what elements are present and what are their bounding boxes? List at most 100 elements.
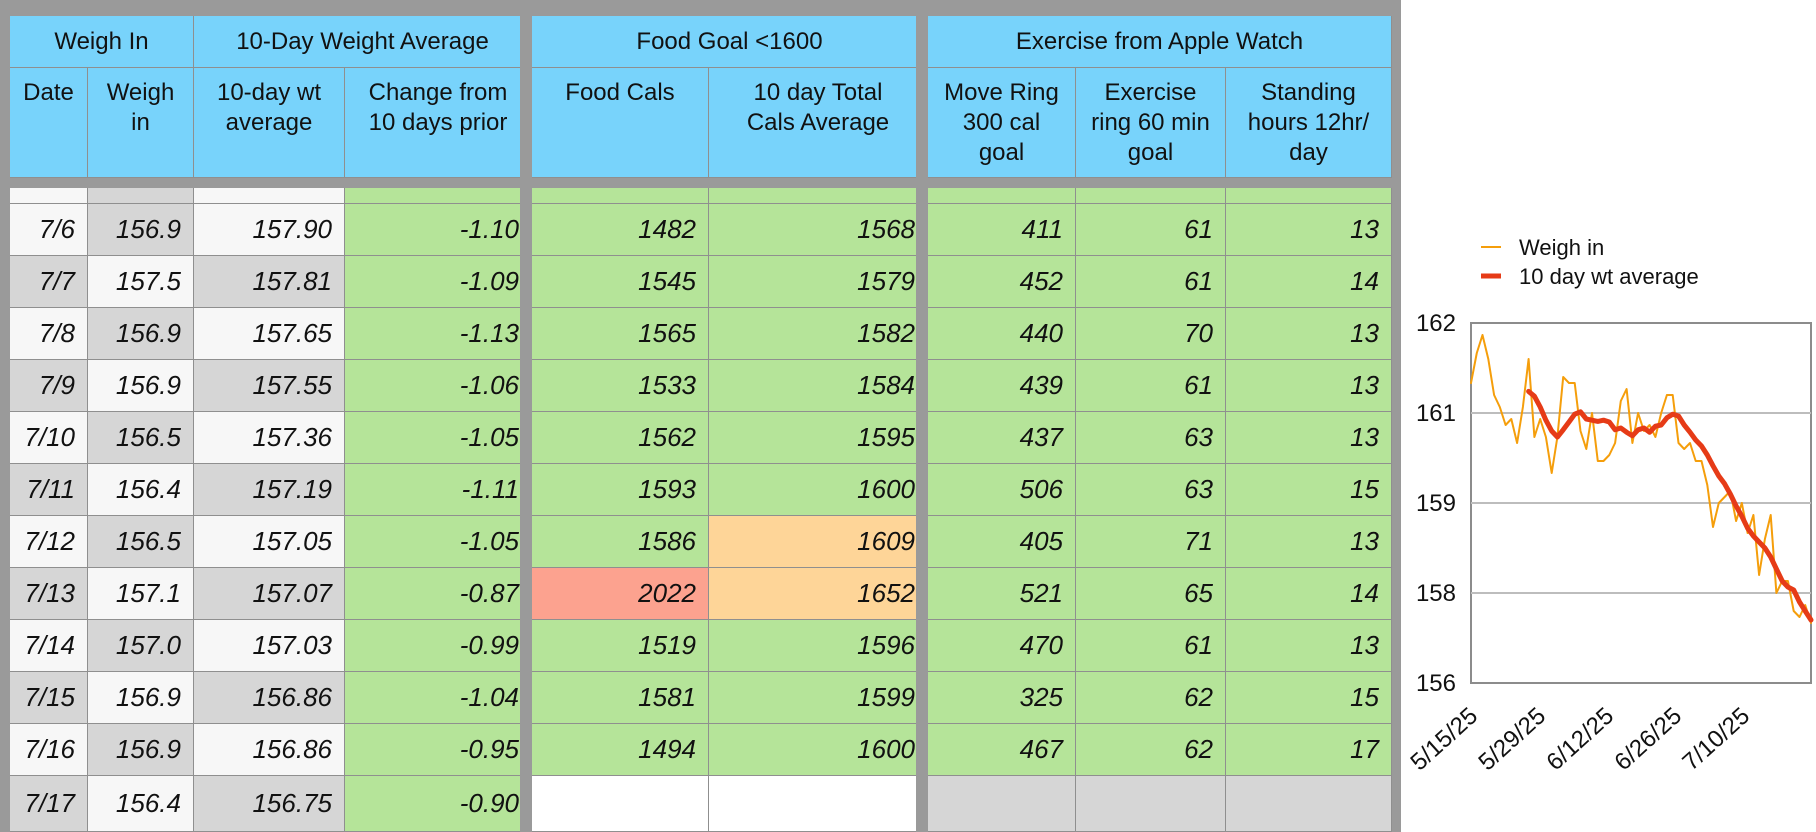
table-cell-weigh-in: 156.4 [88, 776, 194, 832]
table-cell-food-cals-average [709, 776, 928, 832]
column-header-text: Exercise ring 60 min goal [1091, 78, 1210, 168]
table-cell-date: 7/15 [10, 672, 88, 724]
table-cell-food-cals: 1494 [532, 724, 709, 776]
table-cell-exercise-ring: 63 [1076, 464, 1226, 516]
table-cell-exercise-ring: 71 [1076, 516, 1226, 568]
table-cell-date: 7/8 [10, 308, 88, 360]
table-cell-wt-average: 156.75 [194, 776, 345, 832]
column-header-line: 10-day wt [216, 79, 322, 106]
column-header-line: Weigh [106, 79, 175, 106]
legend-label: Weigh in [1519, 235, 1604, 260]
table-cell-food-cals: 1586 [532, 516, 709, 568]
legend-label: 10 day wt average [1519, 264, 1699, 289]
table-cell-date: 7/9 [10, 360, 88, 412]
table-cell-wt-average: 157.55 [194, 360, 345, 412]
table-cell-weigh-in: 156.9 [88, 724, 194, 776]
column-header-exercise-ring: Exercise ring 60 min goal [1076, 68, 1226, 178]
table-cell-exercise-ring: 61 [1076, 620, 1226, 672]
series-line-weigh-in [1470, 334, 1812, 624]
table-cell-date: 7/6 [10, 204, 88, 256]
table-cell-weigh-in: 157.0 [88, 620, 194, 672]
column-header-food-cals: Food Cals [532, 68, 709, 178]
column-header-line: hours 12hr/ [1247, 109, 1370, 136]
table-cell-date: 7/17 [10, 776, 88, 832]
table-cell-wt-average: 157.07 [194, 568, 345, 620]
y-tick-label: 158 [1416, 580, 1456, 607]
column-header-wt-average: 10-day wt average [194, 68, 345, 178]
column-header-move-ring: Move Ring 300 cal goal [928, 68, 1076, 178]
table-cell-wt-average: 157.65 [194, 308, 345, 360]
table-cell-food-cals-average: 1652 [709, 568, 928, 620]
column-header-line: Exercise [1104, 79, 1197, 106]
column-header-line: ring 60 min [1091, 109, 1210, 136]
column-header-line: 10 day Total [753, 79, 883, 106]
table-cell-date: 7/11 [10, 464, 88, 516]
column-header-line: average [225, 109, 313, 136]
table-cell-standing-hours: 15 [1226, 672, 1392, 724]
x-tick-label: 5/15/25 [1405, 702, 1483, 776]
column-header-line: day [1289, 139, 1328, 166]
column-header-line: Cals Average [746, 109, 890, 136]
table-cell-food-cals: 1519 [532, 620, 709, 672]
weight-chart: 162 161 159 158 156 5/15/255/29/256/12/256/26… [1405, 235, 1814, 776]
column-header-line: Date [23, 79, 74, 106]
column-group-divider [916, 0, 928, 832]
y-tick-label: 159 [1416, 490, 1456, 517]
x-tick-label: 7/10/25 [1677, 702, 1755, 776]
table-cell-standing-hours: 17 [1226, 724, 1392, 776]
table-cell-date: 7/14 [10, 620, 88, 672]
table-cell-move-ring: 452 [928, 256, 1076, 308]
table-cell-change-from-10-days: -0.99 [345, 620, 532, 672]
table-cell-exercise-ring: 70 [1076, 308, 1226, 360]
column-header-food-cals-average: 10 day Total Cals Average [709, 68, 928, 178]
table-cell-standing-hours: 13 [1226, 412, 1392, 464]
table-cell-exercise-ring: 61 [1076, 204, 1226, 256]
table-cell-move-ring: 411 [928, 204, 1076, 256]
table-cell-change-from-10-days: -1.13 [345, 308, 532, 360]
table-cell-exercise-ring: 61 [1076, 256, 1226, 308]
table-cell-change-from-10-days: -1.05 [345, 516, 532, 568]
table-cell-date: 7/10 [10, 412, 88, 464]
table-cell-move-ring: 405 [928, 516, 1076, 568]
table-cell-standing-hours: 13 [1226, 516, 1392, 568]
table-cell-weigh-in: 156.9 [88, 308, 194, 360]
table-cell-exercise-ring: 65 [1076, 568, 1226, 620]
column-header-line: goal [1127, 139, 1174, 166]
table-cell-move-ring: 470 [928, 620, 1076, 672]
table-cell-wt-average: 156.86 [194, 672, 345, 724]
column-header-change-from-10-days: Change from 10 days prior [345, 68, 532, 178]
column-header-line: Move Ring [944, 79, 1059, 106]
column-header-text: Weigh in [107, 78, 175, 138]
column-header-text: 10 day Total Cals Average [747, 78, 889, 138]
table-cell-wt-average: 157.90 [194, 204, 345, 256]
table-cell-date: 7/16 [10, 724, 88, 776]
table-cell-standing-hours: 14 [1226, 256, 1392, 308]
x-tick-label: 6/12/25 [1541, 702, 1619, 776]
table-cell-food-cals-average: 1599 [709, 672, 928, 724]
table-cell-change-from-10-days: -1.09 [345, 256, 532, 308]
table-cell-change-from-10-days: -1.06 [345, 360, 532, 412]
table-cell-wt-average: 157.03 [194, 620, 345, 672]
table-cell-food-cals: 2022 [532, 568, 709, 620]
column-header-line: 300 cal [962, 109, 1041, 136]
table-cell-exercise-ring: 63 [1076, 412, 1226, 464]
table-cell-food-cals: 1482 [532, 204, 709, 256]
column-header-date: Date [10, 68, 88, 178]
table-cell-standing-hours: 13 [1226, 360, 1392, 412]
table-cell-move-ring: 439 [928, 360, 1076, 412]
table-cell-change-from-10-days: -1.05 [345, 412, 532, 464]
table-cell-food-cals-average: 1595 [709, 412, 928, 464]
table-cell-food-cals [532, 776, 709, 832]
table-cell-standing-hours: 14 [1226, 568, 1392, 620]
table-cell-food-cals: 1581 [532, 672, 709, 724]
table-cell-weigh-in: 156.9 [88, 672, 194, 724]
table-cell-exercise-ring: 62 [1076, 724, 1226, 776]
column-header-text: Food Cals [565, 78, 674, 108]
table-cell-date: 7/12 [10, 516, 88, 568]
table-cell-weigh-in: 156.9 [88, 204, 194, 256]
table-cell-change-from-10-days: -0.90 [345, 776, 532, 832]
table-cell-move-ring: 325 [928, 672, 1076, 724]
table-cell-weigh-in: 156.5 [88, 516, 194, 568]
table-cell-date: 7/13 [10, 568, 88, 620]
table-cell-food-cals-average: 1600 [709, 464, 928, 516]
